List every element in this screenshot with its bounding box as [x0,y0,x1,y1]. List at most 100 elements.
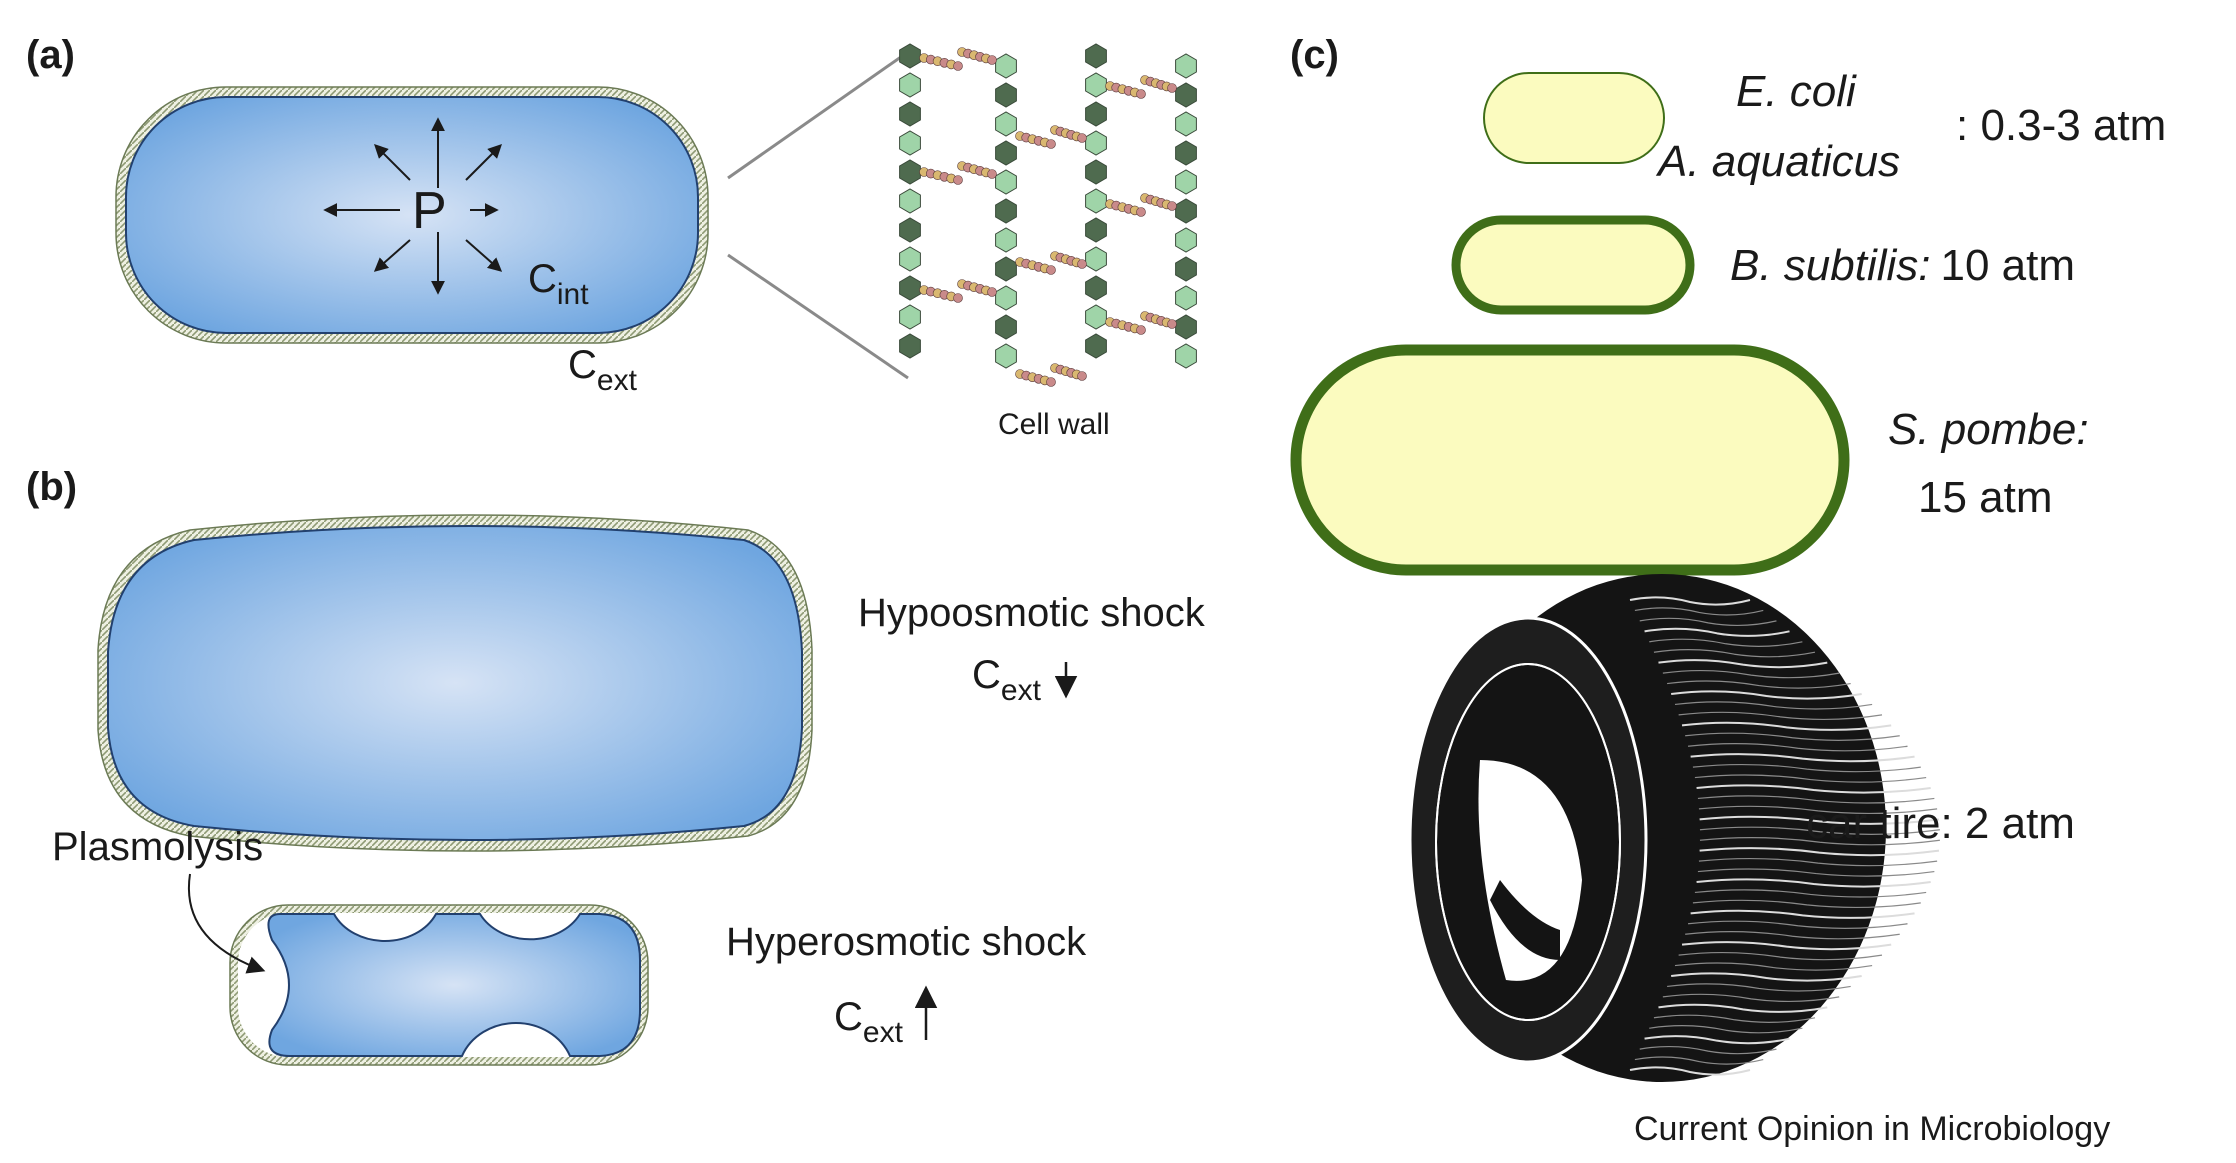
sugar-hexagon [995,285,1017,311]
tread-groove [1658,659,1828,669]
ecoli-species-2: A. aquaticus [1655,137,1900,186]
peptide-bead [987,287,997,297]
sugar-hexagon [995,198,1017,224]
sugar-hexagon [1175,111,1197,137]
tread-groove [1699,847,1940,857]
tread-groove [1671,690,1862,700]
pressure-symbol: P [412,182,447,240]
sugar-hexagon [995,314,1017,340]
sugar-hexagon [995,227,1017,253]
panel-c-label: (c) [1290,33,1339,77]
sugar-hexagon [1175,314,1197,340]
peptide-bead [1046,377,1056,387]
ecoli-cell [1483,72,1665,164]
sugar-hexagon [899,188,921,214]
sugar-hexagon [899,217,921,243]
sugar-hexagon [899,333,921,359]
tread-groove [1671,972,1862,982]
sugar-hexagon [1085,130,1107,156]
tread-groove [1681,721,1892,731]
tread-groove [1674,701,1873,710]
hyper-c-ext: Cext [834,995,904,1049]
tread-groove [1649,1025,1803,1034]
sugar-hexagon [899,72,921,98]
peptide-bead [1077,133,1087,143]
peptide-bead [1167,319,1177,329]
tread-groove [1674,962,1873,971]
tread-groove [1692,763,1921,773]
tread-groove [1690,909,1915,919]
tread-groove [1667,983,1851,992]
hyper-shock-label: Hyperosmotic shock [726,920,1087,964]
plasmolysed-cytoplasm [267,913,641,1057]
peptide-bead [953,61,963,71]
tread-groove [1696,784,1931,794]
tread-groove [1662,669,1840,679]
sugar-hexagon [995,111,1017,137]
tread-groove [1662,993,1840,1003]
peptide-bead [1136,89,1146,99]
tread-groove [1658,1003,1828,1013]
peptide-bead [1077,371,1087,381]
tread-groove [1699,837,1940,846]
tread-groove [1639,617,1777,627]
car-tire-image [1408,574,1940,1082]
tread-groove [1639,1045,1777,1055]
tread-groove [1634,607,1764,616]
peptide-bead [1167,83,1177,93]
c-ext-label-a: Cext [568,343,638,397]
credit-line: Current Opinion in Microbiology [1634,1110,2110,1148]
peptide-bead [1077,259,1087,269]
swollen-cytoplasm [107,525,803,841]
sugar-hexagon [1085,72,1107,98]
sugar-hexagon [1175,343,1197,369]
sugar-hexagon [995,256,1017,282]
peptide-bead [953,175,963,185]
tread-groove [1690,753,1915,763]
zoom-lines [727,50,909,380]
swollen-cell [97,514,813,852]
sugar-hexagon [995,53,1017,79]
tread-groove [1644,627,1790,637]
sugar-hexagon [1085,159,1107,185]
tread-groove [1649,638,1803,647]
peptide-bead [1136,325,1146,335]
tread-groove [1697,795,1935,804]
sugar-hexagon [1085,188,1107,214]
ecoli-species-1: E. coli [1736,67,1857,116]
spombe-species: S. pombe: [1888,405,2089,454]
sugar-hexagon [1085,333,1107,359]
sugar-hexagon [899,159,921,185]
sugar-hexagon [899,130,921,156]
tread-groove [1694,774,1927,783]
tread-groove [1699,815,1940,825]
plasmolysis-pointer [187,873,266,974]
plasmolysed-cell [229,904,649,1066]
tread-groove [1698,857,1938,867]
sugar-hexagon [1175,285,1197,311]
tread-groove [1678,951,1883,961]
sugar-hexagon [1085,246,1107,272]
tread-groove [1697,868,1935,877]
hypo-c-ext: Cext [972,653,1042,707]
bsub-label: B. subtilis: 10 atm [1730,241,2075,290]
sugar-hexagon [1175,53,1197,79]
sugar-hexagon [1085,43,1107,69]
hypo-shock-label: Hypoosmotic shock [858,591,1206,635]
c-int-label: Cint [528,257,589,311]
tread-groove [1629,1066,1751,1076]
tread-groove [1696,878,1931,888]
sugar-hexagon [1175,140,1197,166]
peptide-bead [953,293,963,303]
peptide-bead [1046,139,1056,149]
tread-groove [1678,711,1883,721]
sugar-hexagon [1175,198,1197,224]
sugar-hexagon [1175,169,1197,195]
sugar-hexagon [1085,275,1107,301]
sugar-hexagon [995,82,1017,108]
ecoli-pressure: : 0.3-3 atm [1956,101,2166,150]
tread-groove [1634,1056,1764,1065]
sugar-hexagon [995,140,1017,166]
peptide-bead [1046,265,1056,275]
tread-groove [1644,1035,1790,1045]
